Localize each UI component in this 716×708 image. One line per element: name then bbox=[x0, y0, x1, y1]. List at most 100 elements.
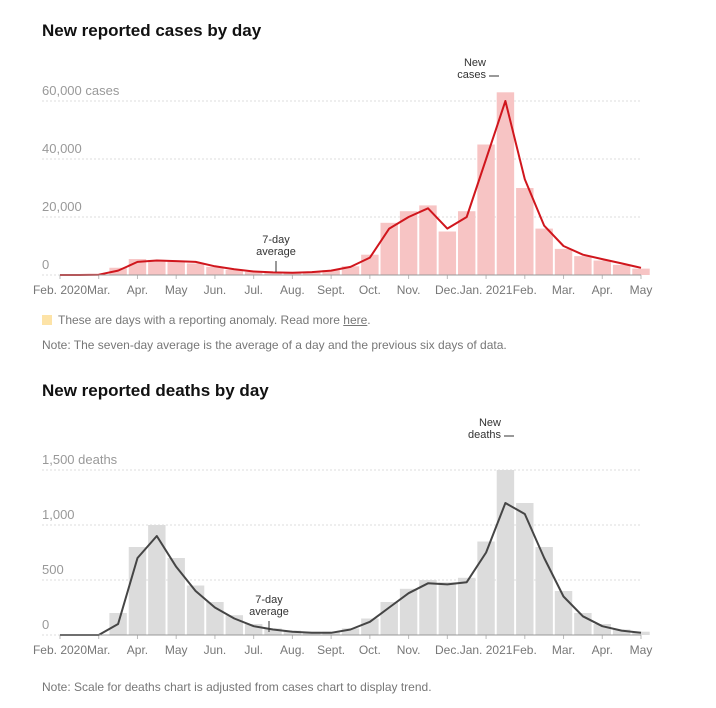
anomaly-link[interactable]: here bbox=[343, 313, 368, 327]
bar bbox=[341, 266, 360, 275]
bar-annotation: New deaths bbox=[467, 417, 501, 441]
x-tick-label: Feb. bbox=[513, 643, 537, 657]
bar bbox=[225, 269, 244, 275]
line bbox=[60, 502, 642, 636]
line-annotation: 7-day average bbox=[256, 234, 296, 258]
chart-title: New reported cases by day bbox=[42, 21, 262, 40]
bar bbox=[283, 630, 302, 635]
line-annotation-text: 7-day average bbox=[256, 234, 296, 258]
anomaly-swatch bbox=[42, 315, 52, 325]
x-tick-label: Mar. bbox=[87, 283, 110, 297]
bar bbox=[167, 261, 185, 275]
x-tick-label: Apr. bbox=[592, 643, 613, 657]
x-tick-label: Dec. bbox=[435, 643, 460, 657]
bar bbox=[148, 525, 166, 635]
bar bbox=[477, 144, 495, 275]
anomaly-legend: These are days with a reporting anomaly.… bbox=[42, 313, 371, 327]
x-tick-label: Apr. bbox=[127, 283, 148, 297]
x-tick-label: Oct. bbox=[359, 643, 381, 657]
y-tick-label: 500 bbox=[42, 562, 64, 577]
bar bbox=[186, 585, 205, 635]
x-tick-label: Aug. bbox=[280, 643, 305, 657]
bar bbox=[128, 547, 147, 635]
x-tick-label: Jul. bbox=[244, 283, 263, 297]
x-tick-label: Jun. bbox=[204, 283, 227, 297]
x-tick-label: Apr. bbox=[592, 283, 613, 297]
bar bbox=[554, 248, 573, 275]
x-tick-label: Nov. bbox=[397, 643, 421, 657]
x-tick-label: Jan. 2021 bbox=[460, 643, 513, 657]
y-tick-label: 40,000 bbox=[42, 141, 82, 156]
line-annotation-text: 7-day average bbox=[249, 594, 289, 618]
x-tick-label: Mar. bbox=[87, 643, 110, 657]
x-tick-label: Jan. 2021 bbox=[460, 283, 513, 297]
bar bbox=[632, 631, 650, 635]
y-tick-label: 1,000 bbox=[42, 507, 75, 522]
bar bbox=[264, 272, 282, 275]
bar bbox=[206, 266, 224, 275]
line bbox=[60, 100, 642, 276]
bar bbox=[593, 260, 611, 275]
bar bbox=[399, 588, 418, 635]
bar bbox=[167, 558, 185, 635]
bar bbox=[632, 268, 650, 275]
x-tick-label: Apr. bbox=[127, 643, 148, 657]
bar bbox=[438, 582, 457, 635]
x-tick-label: May bbox=[630, 283, 653, 297]
bar-annotation: New cases bbox=[457, 57, 486, 81]
x-tick-label: Nov. bbox=[397, 283, 421, 297]
bar bbox=[186, 263, 205, 275]
bar bbox=[244, 624, 263, 635]
y-tick-label: 0 bbox=[42, 617, 49, 632]
x-tick-label: Jun. bbox=[204, 643, 227, 657]
x-tick-label: Oct. bbox=[359, 283, 381, 297]
x-tick-label: Aug. bbox=[280, 283, 305, 297]
bar bbox=[380, 222, 398, 275]
bar bbox=[477, 541, 495, 635]
bar bbox=[457, 211, 476, 275]
bar bbox=[593, 624, 611, 635]
x-tick-label: Jul. bbox=[244, 643, 263, 657]
x-tick-label: Sept. bbox=[317, 643, 345, 657]
y-tick-label: 0 bbox=[42, 257, 49, 272]
bar-annotation-text: New deaths bbox=[467, 417, 501, 441]
bar bbox=[419, 580, 437, 635]
anomaly-end: . bbox=[367, 313, 371, 327]
bar bbox=[516, 503, 534, 635]
y-tick-label: 20,000 bbox=[42, 199, 82, 214]
deaths-note: Note: Scale for deaths chart is adjusted… bbox=[42, 680, 432, 694]
bar bbox=[148, 259, 166, 275]
y-tick-label: 60,000 cases bbox=[42, 83, 120, 98]
x-tick-label: Feb. bbox=[513, 283, 537, 297]
line-annotation: 7-day average bbox=[249, 594, 289, 618]
bar bbox=[303, 271, 321, 275]
bar bbox=[574, 256, 592, 275]
y-tick-label: 1,500 deaths bbox=[42, 452, 118, 467]
bar-annotation-text: New cases bbox=[457, 57, 486, 81]
bar bbox=[535, 228, 553, 275]
bar bbox=[496, 470, 515, 635]
x-tick-label: May bbox=[165, 643, 188, 657]
bar bbox=[496, 92, 515, 275]
cases-note: Note: The seven-day average is the avera… bbox=[42, 338, 507, 352]
bar bbox=[516, 188, 534, 275]
bar bbox=[419, 205, 437, 275]
bar bbox=[322, 270, 340, 275]
x-tick-label: May bbox=[165, 283, 188, 297]
x-tick-label: Mar. bbox=[552, 643, 575, 657]
bar bbox=[438, 231, 457, 275]
bar bbox=[341, 628, 360, 635]
bar bbox=[612, 629, 631, 635]
x-tick-label: May bbox=[630, 643, 653, 657]
x-tick-label: Feb. 2020 bbox=[33, 643, 87, 657]
bar bbox=[264, 628, 282, 635]
x-tick-label: Mar. bbox=[552, 283, 575, 297]
x-tick-label: Feb. 2020 bbox=[33, 283, 87, 297]
anomaly-note: These are days with a reporting anomaly.… bbox=[58, 313, 340, 327]
bar bbox=[457, 577, 476, 635]
bar bbox=[535, 547, 553, 635]
chart-title: New reported deaths by day bbox=[42, 381, 269, 400]
x-tick-label: Dec. bbox=[435, 283, 460, 297]
